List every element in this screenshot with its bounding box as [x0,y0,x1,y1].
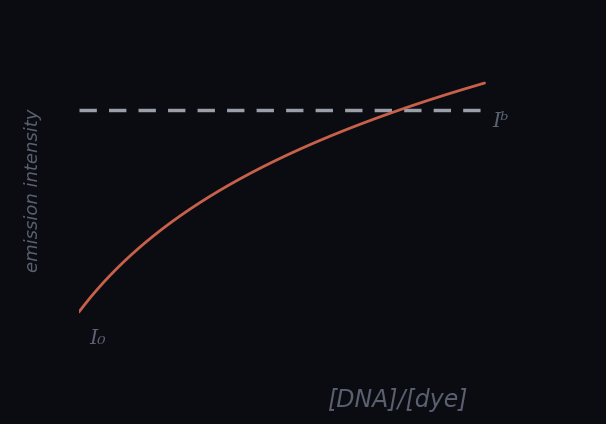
Text: emission intensity: emission intensity [24,109,42,273]
Text: Iᵇ: Iᵇ [493,112,509,131]
Text: I₀: I₀ [89,329,105,348]
Text: [DNA]/[dye]: [DNA]/[dye] [327,388,467,413]
